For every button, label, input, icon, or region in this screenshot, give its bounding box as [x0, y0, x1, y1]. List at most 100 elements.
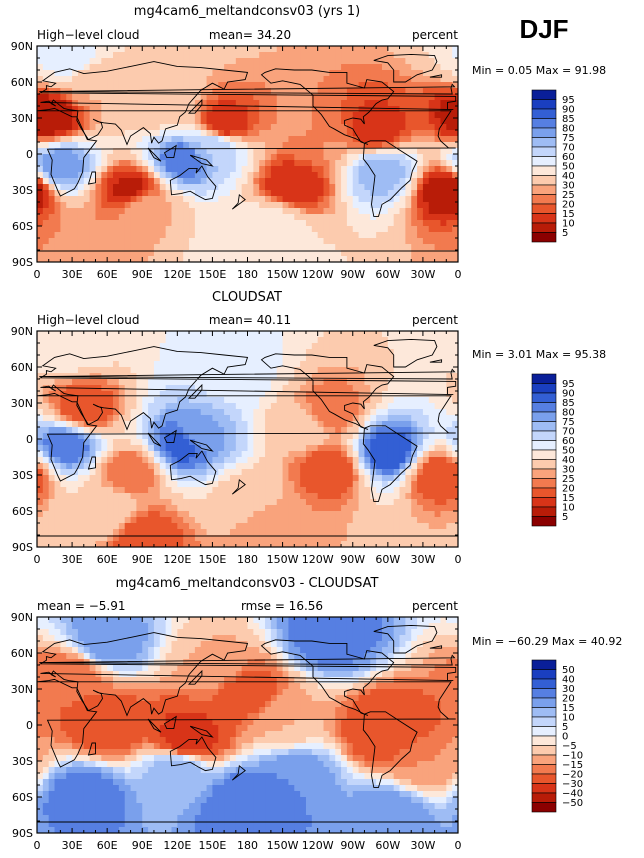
field-cell — [323, 445, 330, 452]
field-cell — [276, 238, 284, 245]
field-cell — [171, 355, 178, 362]
field-cell — [446, 232, 453, 239]
field-cell — [434, 202, 442, 209]
field-cell — [452, 481, 458, 488]
field-cell — [370, 463, 377, 470]
field-cell — [253, 499, 260, 506]
field-cell — [159, 361, 167, 368]
field-cell — [60, 256, 67, 262]
field-cell — [387, 361, 395, 368]
field-cell — [183, 421, 190, 428]
field-cell — [341, 463, 348, 470]
field-cell — [417, 379, 424, 386]
field-cell — [364, 457, 371, 464]
field-cell — [72, 505, 79, 512]
field-cell — [305, 451, 313, 458]
field-cell — [294, 256, 301, 262]
field-cell — [358, 493, 366, 500]
field-cell — [66, 250, 73, 257]
field-cell — [200, 136, 208, 143]
field-cell — [317, 469, 325, 476]
field-cell — [229, 505, 237, 512]
field-cell — [399, 244, 406, 251]
field-cell — [194, 148, 202, 155]
field-cell — [159, 493, 167, 500]
field-cell — [393, 391, 401, 398]
field-cell — [335, 148, 342, 155]
field-cell — [422, 202, 430, 209]
field-cell — [411, 487, 418, 494]
field-cell — [323, 256, 330, 262]
field-cell — [136, 220, 143, 227]
field-cell — [136, 421, 143, 428]
field-cell — [48, 415, 56, 422]
field-cell — [323, 184, 330, 191]
field-cell — [265, 397, 272, 404]
field-cell — [376, 214, 383, 221]
field-cell — [241, 445, 249, 452]
field-cell — [148, 457, 155, 464]
field-cell — [142, 505, 149, 512]
field-cell — [300, 493, 307, 500]
map-field-layer — [37, 46, 458, 262]
field-cell — [165, 196, 173, 203]
field-cell — [153, 457, 161, 464]
field-cell — [183, 208, 190, 215]
field-cell — [417, 232, 424, 239]
field-cell — [311, 52, 319, 59]
field-cell — [393, 415, 401, 422]
field-cell — [101, 106, 108, 113]
field-cell — [270, 361, 278, 368]
field-cell — [142, 70, 149, 77]
field-cell — [259, 481, 266, 488]
field-cell — [101, 232, 108, 239]
field-cell — [37, 76, 44, 83]
field-cell — [405, 385, 412, 392]
field-cell — [148, 124, 155, 131]
field-cell — [200, 397, 208, 404]
field-cell — [224, 196, 231, 203]
field-cell — [446, 331, 453, 338]
field-cell — [148, 52, 155, 59]
field-cell — [311, 439, 319, 446]
field-cell — [370, 118, 377, 125]
field-cell — [107, 349, 114, 356]
field-cell — [107, 493, 114, 500]
field-cell — [381, 100, 389, 107]
field-cell — [364, 118, 371, 125]
field-cell — [130, 349, 138, 356]
field-cell — [212, 481, 219, 488]
field-cell — [346, 202, 354, 209]
field-cell — [300, 214, 307, 221]
field-cell — [48, 58, 56, 65]
field-cell — [282, 367, 290, 374]
field-cell — [153, 58, 161, 65]
field-cell — [77, 256, 85, 262]
field-cell — [270, 232, 278, 239]
field-cell — [218, 505, 225, 512]
field-cell — [276, 220, 284, 227]
colorbar-swatch — [531, 89, 557, 100]
field-cell — [148, 172, 155, 179]
field-cell — [399, 250, 406, 257]
field-cell — [323, 64, 330, 71]
field-cell — [422, 112, 430, 119]
field-cell — [72, 451, 79, 458]
field-cell — [224, 208, 231, 215]
field-cell — [265, 208, 272, 215]
field-cell — [89, 493, 97, 500]
field-cell — [101, 130, 108, 137]
field-cell — [171, 445, 178, 452]
field-cell — [229, 499, 237, 506]
field-cell — [270, 136, 278, 143]
field-cell — [72, 457, 79, 464]
field-cell — [118, 355, 126, 362]
field-cell — [241, 433, 249, 440]
field-cell — [346, 46, 354, 53]
lon-tick-label: 60W — [375, 268, 400, 281]
field-cell — [364, 349, 371, 356]
field-cell — [130, 409, 138, 416]
field-cell — [224, 403, 231, 410]
field-cell — [329, 493, 336, 500]
field-cell — [118, 481, 126, 488]
